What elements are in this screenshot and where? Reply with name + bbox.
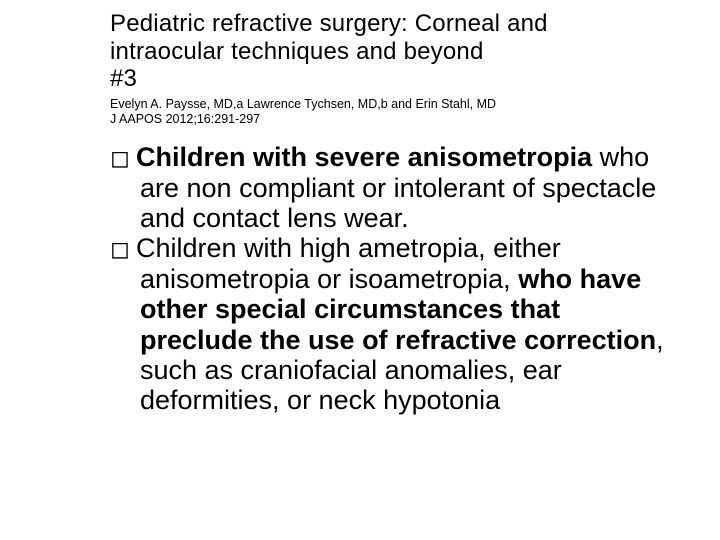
body-text: ◻Children with severe anisometropia who …	[110, 142, 680, 415]
square-bullet-icon: ◻	[110, 146, 136, 173]
text-run: Children with high ametropia, either ani…	[136, 233, 561, 294]
square-bullet-icon: ◻	[110, 237, 136, 264]
text-run: Children with severe anisometropia	[136, 142, 592, 172]
bullet-item: ◻Children with severe anisometropia who …	[110, 142, 680, 233]
title-line-2: intraocular techniques and beyond	[110, 38, 484, 65]
citation-line: J AAPOS 2012;16:291-297	[110, 112, 680, 128]
title-line-1: Pediatric refractive surgery: Corneal an…	[110, 10, 548, 37]
bullet-item: ◻Children with high ametropia, either an…	[110, 233, 680, 415]
slide: Pediatric refractive surgery: Corneal an…	[0, 0, 720, 540]
slide-title: Pediatric refractive surgery: Corneal an…	[110, 10, 680, 93]
authors-line: Evelyn A. Paysse, MD,a Lawrence Tychsen,…	[110, 97, 680, 113]
title-line-3: #3	[110, 65, 137, 92]
